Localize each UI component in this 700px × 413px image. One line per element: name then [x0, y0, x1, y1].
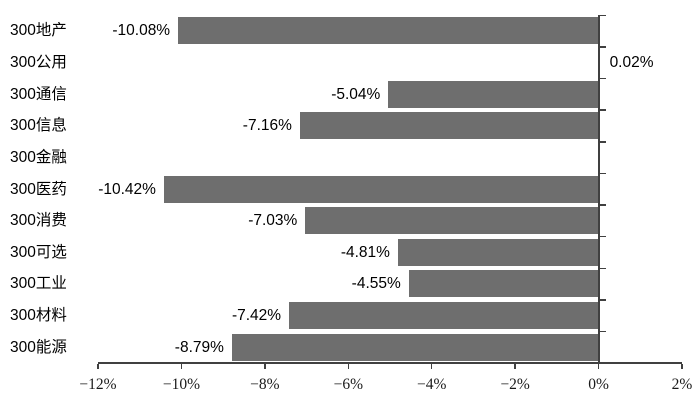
- category-label: 300公用: [10, 53, 67, 71]
- bar: [289, 302, 599, 330]
- category-label: 300地产: [10, 22, 67, 40]
- value-axis-tick-label: −12%: [79, 376, 117, 393]
- bar: [397, 238, 599, 266]
- value-label: 0.02%: [609, 53, 654, 71]
- value-axis-tick: [347, 364, 350, 369]
- bar: [299, 112, 599, 140]
- category-axis-tick: [599, 267, 606, 270]
- value-axis-tick: [681, 364, 683, 369]
- category-axis-tick: [599, 109, 606, 111]
- value-label: -4.55%: [351, 275, 401, 293]
- category-label: 300消费: [10, 212, 67, 230]
- value-label: -10.08%: [112, 22, 171, 40]
- value-axis-tick: [430, 364, 433, 369]
- category-axis-tick: [599, 172, 606, 175]
- value-label: -10.42%: [98, 180, 156, 198]
- bar: [408, 270, 599, 298]
- value-label: -7.03%: [248, 212, 298, 230]
- category-label: 300材料: [10, 307, 67, 325]
- value-label: -7.42%: [231, 307, 282, 325]
- category-axis-tick: [599, 330, 606, 333]
- category-label: 300工业: [10, 275, 67, 293]
- category-axis-tick: [599, 141, 606, 143]
- category-axis-tick: [599, 46, 606, 48]
- value-label: -5.04%: [331, 85, 381, 103]
- value-axis-tick-label: −6%: [333, 376, 363, 393]
- value-axis-tick: [514, 364, 516, 369]
- category-label: 300金融: [10, 148, 67, 166]
- category-label: 300能源: [10, 338, 67, 356]
- value-axis-tick-label: −10%: [162, 376, 200, 393]
- category-label: 300信息: [10, 117, 67, 135]
- bar: [178, 17, 599, 45]
- category-axis-tick: [599, 299, 606, 301]
- category-axis-tick: [599, 77, 606, 80]
- category-label: 300通信: [10, 85, 67, 103]
- value-axis-tick-label: 0%: [588, 376, 609, 393]
- value-axis-tick-label: −4%: [417, 376, 447, 393]
- bar: [305, 207, 599, 235]
- category-axis-tick: [599, 204, 606, 206]
- category-label: 300医药: [10, 180, 67, 198]
- category-axis-line: [597, 15, 600, 363]
- value-label: -7.16%: [242, 117, 292, 135]
- value-axis-tick: [180, 364, 183, 369]
- category-label: 300可选: [10, 243, 67, 261]
- bar: [163, 175, 599, 203]
- value-axis-tick-label: −2%: [500, 376, 530, 393]
- value-axis-line: [98, 362, 682, 364]
- category-axis-tick: [599, 14, 606, 16]
- bar: [231, 333, 599, 361]
- value-axis-tick: [597, 364, 600, 369]
- value-axis-tick-label: 2%: [671, 376, 693, 393]
- value-axis-tick-label: −8%: [250, 376, 280, 393]
- category-axis-tick: [599, 235, 606, 238]
- value-label: -8.79%: [174, 338, 224, 356]
- value-label: -4.81%: [340, 243, 390, 261]
- value-axis-tick: [264, 364, 266, 369]
- bar: [388, 80, 599, 108]
- value-axis-tick: [97, 364, 99, 369]
